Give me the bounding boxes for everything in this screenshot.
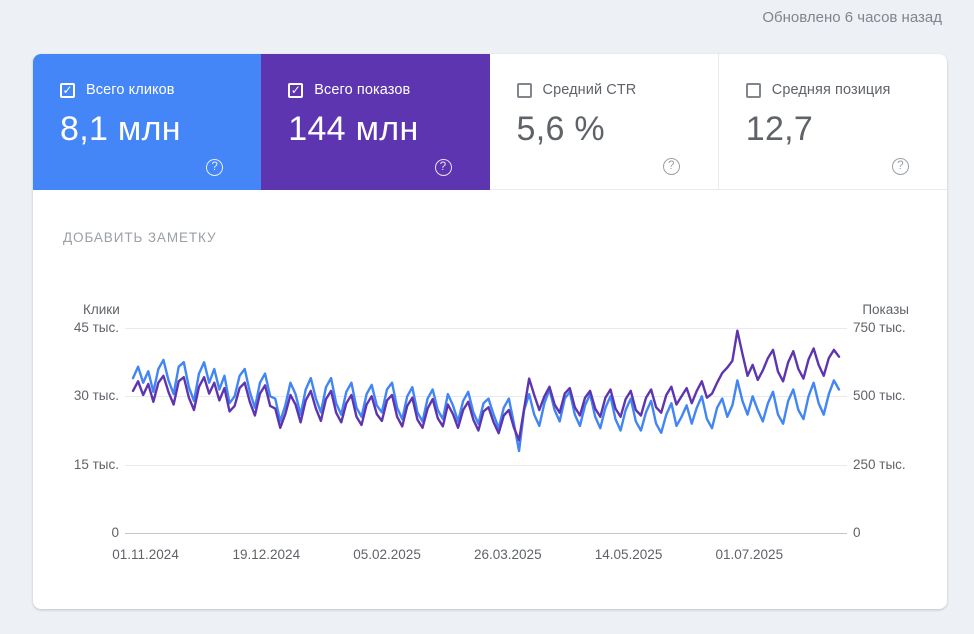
x-axis-tick-label: 05.02.2025 <box>353 547 421 562</box>
card-label: Средний CTR <box>542 82 637 98</box>
card-label: Средняя позиция <box>771 82 891 98</box>
checkbox-checked-icon[interactable]: ✓ <box>60 82 75 98</box>
checkbox-unchecked-icon[interactable] <box>516 82 532 98</box>
x-axis-tick-label: 19.12.2024 <box>232 547 301 562</box>
axis-headers: Клики Показы <box>83 302 909 317</box>
card-label: Всего кликов <box>86 82 175 98</box>
x-axis-tick-label: 01.11.2024 <box>112 547 179 562</box>
help-icon[interactable]: ? <box>892 158 909 175</box>
axis-tick-label: 45 тыс. <box>73 320 119 335</box>
checkbox-checked-icon[interactable]: ✓ <box>288 82 304 98</box>
last-updated-status: Обновлено 6 часов назад <box>762 9 942 26</box>
x-axis-tick-label: 01.07.2025 <box>715 547 784 562</box>
card-value: 12,7 <box>745 110 814 148</box>
chart-area: 45 тыс. 30 тыс. 15 тыс. 0 750 тыс. 500 т… <box>33 320 947 540</box>
card-average-ctr[interactable]: Средний CTR 5,6 % ? <box>489 54 718 190</box>
right-axis-ticks: 750 тыс. 500 тыс. 250 тыс. 0 <box>839 320 927 540</box>
help-icon[interactable]: ? <box>434 159 452 176</box>
card-value: 5,6 % <box>516 110 605 148</box>
line-chart-plot[interactable] <box>125 328 847 534</box>
card-average-position[interactable]: Средняя позиция 12,7 ? <box>717 54 947 190</box>
performance-panel: ✓ Всего кликов 8,1 млн ? ✓ Всего показов… <box>33 54 947 609</box>
x-axis-labels: 01.11.2024 19.12.2024 05.02.2025 26.03.2025… <box>112 533 843 571</box>
axis-tick-label: 250 тыс. <box>853 457 906 472</box>
axis-tick-label: 15 тыс. <box>73 457 119 472</box>
add-note-button[interactable]: ДОБАВИТЬ ЗАМЕТКУ <box>63 230 217 245</box>
x-axis-line <box>125 533 847 534</box>
card-value: 8,1 млн <box>60 110 181 148</box>
x-axis-tick-label: 26.03.2025 <box>474 547 542 562</box>
axis-tick-label: 500 тыс. <box>853 388 906 403</box>
chart-svg <box>133 328 839 533</box>
x-axis-tick-label: 14.05.2025 <box>594 547 663 562</box>
axis-tick-label: 30 тыс. <box>73 388 119 403</box>
axis-tick-label: 0 <box>111 525 119 540</box>
left-axis-ticks: 45 тыс. 30 тыс. 15 тыс. 0 <box>49 320 133 540</box>
metric-cards-row: ✓ Всего кликов 8,1 млн ? ✓ Всего показов… <box>33 54 947 190</box>
card-total-impressions[interactable]: ✓ Всего показов 144 млн ? <box>261 54 490 190</box>
card-total-clicks[interactable]: ✓ Всего кликов 8,1 млн ? <box>33 54 262 190</box>
right-axis-title: Показы <box>862 302 909 317</box>
axis-tick-label: 0 <box>853 525 861 540</box>
checkbox-unchecked-icon[interactable] <box>745 82 761 98</box>
gridline <box>125 396 847 397</box>
gridline <box>125 328 847 329</box>
axis-tick-label: 750 тыс. <box>853 320 906 335</box>
left-axis-title: Клики <box>83 302 120 317</box>
card-value: 144 млн <box>288 110 419 148</box>
help-icon[interactable]: ? <box>662 158 680 175</box>
card-label: Всего показов <box>314 82 411 98</box>
gridline <box>125 465 847 466</box>
help-icon[interactable]: ? <box>206 159 224 176</box>
